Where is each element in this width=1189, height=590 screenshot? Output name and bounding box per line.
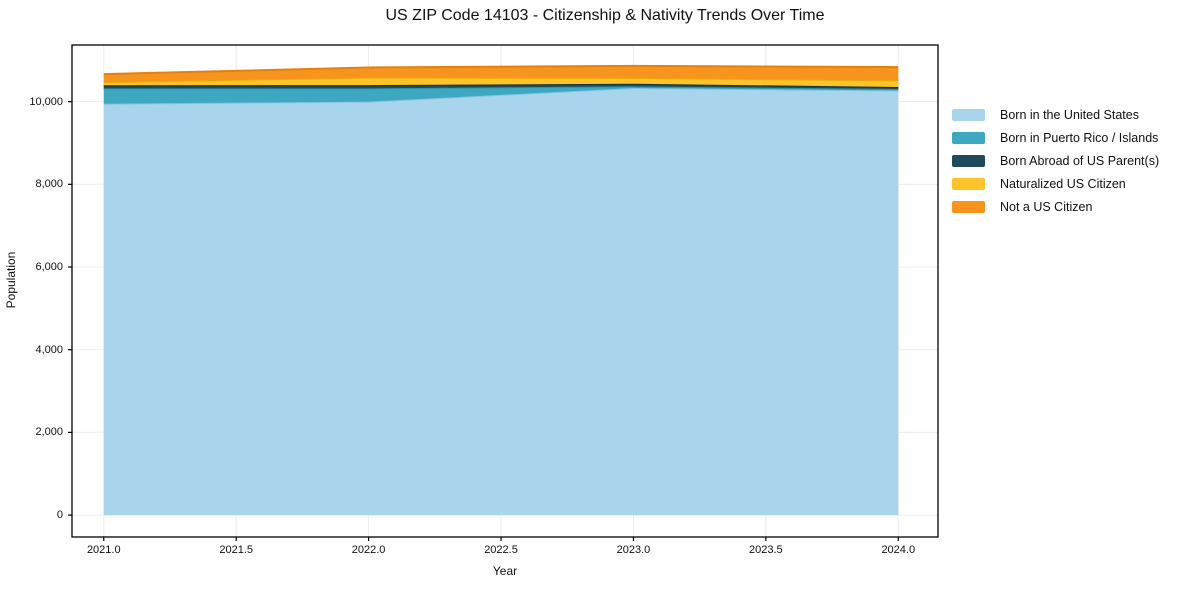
legend-label: Born in Puerto Rico / Islands <box>1000 130 1159 145</box>
legend-swatch-icon <box>952 108 985 121</box>
area-series-1 <box>103 86 899 104</box>
y-tick-label: 2,000 <box>35 426 63 439</box>
x-tick-label: 2023.0 <box>616 544 651 556</box>
legend-swatch-icon <box>952 200 985 213</box>
x-tick-label: 2024.0 <box>881 544 916 556</box>
legend-item-3: Naturalized US Citizen <box>952 176 1159 191</box>
legend-label: Naturalized US Citizen <box>1000 176 1126 191</box>
x-tick-label: 2023.5 <box>749 544 783 556</box>
x-axis-title: Year <box>492 564 518 578</box>
area-series-4-edge <box>103 64 899 76</box>
x-tick-label: 2022.0 <box>351 544 386 556</box>
x-tick-label: 2022.5 <box>484 544 518 556</box>
x-tick-label: 2021.5 <box>219 544 254 556</box>
x-tick-label: 2021.0 <box>86 544 121 556</box>
area-series-3 <box>103 77 899 87</box>
legend-label: Not a US Citizen <box>1000 199 1093 214</box>
y-tick-label: 4,000 <box>35 343 63 356</box>
legend-item-2: Born Abroad of US Parent(s) <box>952 153 1160 168</box>
y-axis-title: Population <box>4 251 18 309</box>
chart-title: US ZIP Code 14103 - Citizenship & Nativi… <box>385 7 825 24</box>
legend-label: Born in the United States <box>1000 107 1139 122</box>
y-tick-label: 10,000 <box>29 95 63 108</box>
area-series-0 <box>103 88 899 516</box>
legend-swatch-icon <box>952 154 985 167</box>
legend-item-4: Not a US Citizen <box>952 199 1159 214</box>
legend-label: Born Abroad of US Parent(s) <box>1000 153 1160 168</box>
plot-frame <box>71 44 939 538</box>
y-tick-label: 8,000 <box>35 178 63 191</box>
y-tick-label: 0 <box>56 509 63 522</box>
legend: Born in the United States Born in Puerto … <box>952 107 1160 214</box>
legend-item-0: Born in the United States <box>952 107 1159 122</box>
y-tick-label: 6,000 <box>35 261 63 274</box>
legend-swatch-icon <box>952 131 985 144</box>
legend-item-1: Born in Puerto Rico / Islands <box>952 130 1159 145</box>
legend-swatch-icon <box>952 177 985 190</box>
